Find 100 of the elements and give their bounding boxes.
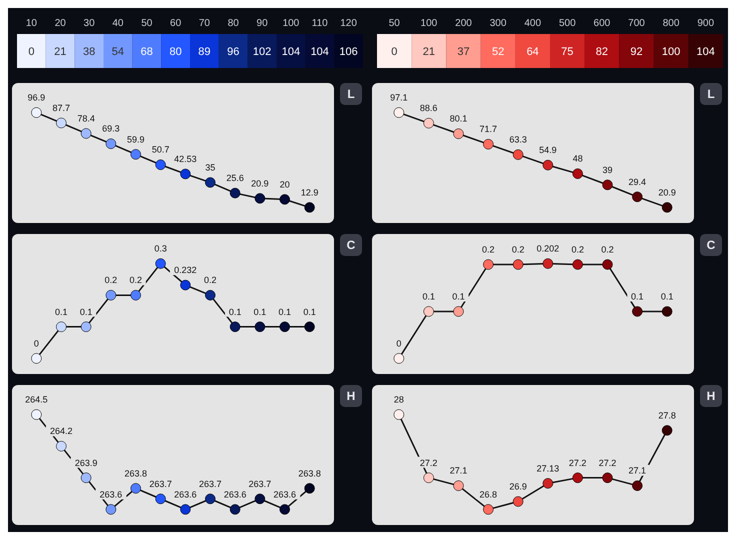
x-tick-label: 800	[662, 18, 680, 29]
point	[254, 494, 266, 504]
point	[31, 353, 42, 364]
data-label: 0	[396, 338, 402, 348]
data-label: 59.9	[126, 134, 145, 144]
point	[453, 306, 464, 317]
point	[542, 478, 554, 489]
x-tick-label: 400	[524, 18, 542, 29]
data-label: 63.3	[509, 134, 527, 145]
point	[453, 128, 464, 139]
data-label: 21	[422, 46, 436, 58]
data-label: 21	[54, 46, 66, 58]
data-label: 71.7	[480, 124, 498, 134]
point	[423, 118, 434, 128]
x-tick-label: 10	[26, 18, 38, 29]
data-label: 54.9	[539, 145, 557, 156]
point	[31, 409, 42, 420]
data-label: 0.2	[204, 275, 217, 286]
data-label: 0	[34, 338, 39, 348]
data-label: 38	[82, 46, 96, 58]
point	[632, 480, 643, 491]
point	[423, 472, 434, 484]
point	[80, 472, 92, 484]
point	[394, 107, 404, 118]
data-label: 80.1	[450, 114, 468, 124]
x-tick-label: 40	[112, 18, 124, 29]
point	[394, 409, 404, 420]
data-label: 0.2	[571, 244, 584, 255]
x-tick-label: 200	[455, 18, 472, 29]
data-label: 37	[457, 46, 470, 58]
data-label: 69.3	[102, 124, 120, 134]
data-label: 0.202	[536, 244, 560, 254]
x-tick-label: 600	[594, 18, 611, 29]
data-label: 28	[394, 394, 404, 405]
point	[180, 280, 191, 290]
data-label: 82	[596, 46, 608, 58]
data-label: 48	[572, 154, 583, 164]
point	[483, 138, 494, 150]
y-axis-title: H	[340, 385, 362, 407]
data-label: 39	[602, 164, 613, 175]
data-label: 0.2	[104, 275, 118, 286]
data-label: 0.1	[228, 306, 242, 317]
point	[280, 322, 290, 332]
point	[205, 177, 216, 188]
point	[542, 160, 554, 170]
data-label: 42.53	[174, 154, 197, 164]
point	[56, 322, 66, 332]
data-label: 97.1	[390, 92, 408, 103]
data-label: 96.9	[28, 92, 46, 103]
point	[423, 306, 434, 317]
x-tick-label: 900	[697, 18, 714, 29]
point	[80, 322, 92, 332]
data-label: 0.1	[452, 291, 465, 302]
point	[280, 504, 290, 515]
point	[254, 193, 266, 204]
point	[572, 472, 583, 484]
point	[180, 504, 191, 515]
point	[483, 504, 494, 515]
data-label: 264.2	[50, 426, 73, 436]
point	[230, 188, 240, 198]
data-label: 106	[339, 46, 358, 58]
data-label: 0.2	[512, 244, 524, 255]
point	[155, 258, 166, 269]
x-tick-label: 80	[228, 18, 240, 29]
point	[394, 353, 404, 364]
data-label: 80	[169, 46, 182, 58]
data-label: 78.4	[77, 113, 95, 124]
x-tick-label: 50	[388, 18, 400, 29]
data-label: 263.6	[224, 489, 246, 500]
point	[280, 194, 290, 205]
data-label: 0.1	[254, 306, 266, 317]
point	[512, 496, 524, 507]
data-label: 0	[28, 46, 34, 58]
x-tick-label: 500	[558, 18, 576, 29]
data-label: 263.7	[248, 478, 272, 489]
x-tick-label: 120	[340, 18, 358, 29]
point	[56, 440, 66, 452]
data-label: 0.2	[129, 275, 142, 286]
data-label: 0.1	[631, 291, 644, 302]
data-label: 20	[280, 179, 290, 190]
data-label: 0.3	[154, 244, 167, 254]
point	[632, 306, 643, 317]
data-label: 263.8	[124, 468, 148, 478]
data-label: 104	[282, 46, 300, 58]
data-label: 263.6	[273, 489, 296, 500]
point	[512, 149, 524, 160]
data-label: 50.7	[152, 144, 170, 155]
point	[130, 483, 141, 494]
point	[230, 322, 240, 332]
data-label: 26.8	[480, 489, 498, 500]
data-label: 104	[310, 46, 329, 58]
data-label: 27.8	[658, 410, 676, 420]
data-label: 29.4	[628, 176, 646, 187]
point	[230, 504, 240, 515]
point	[572, 259, 583, 270]
data-label: 0.2	[482, 244, 495, 255]
x-tick-label: 100	[420, 18, 438, 29]
point	[662, 202, 672, 213]
point	[80, 128, 92, 139]
point	[106, 504, 116, 515]
